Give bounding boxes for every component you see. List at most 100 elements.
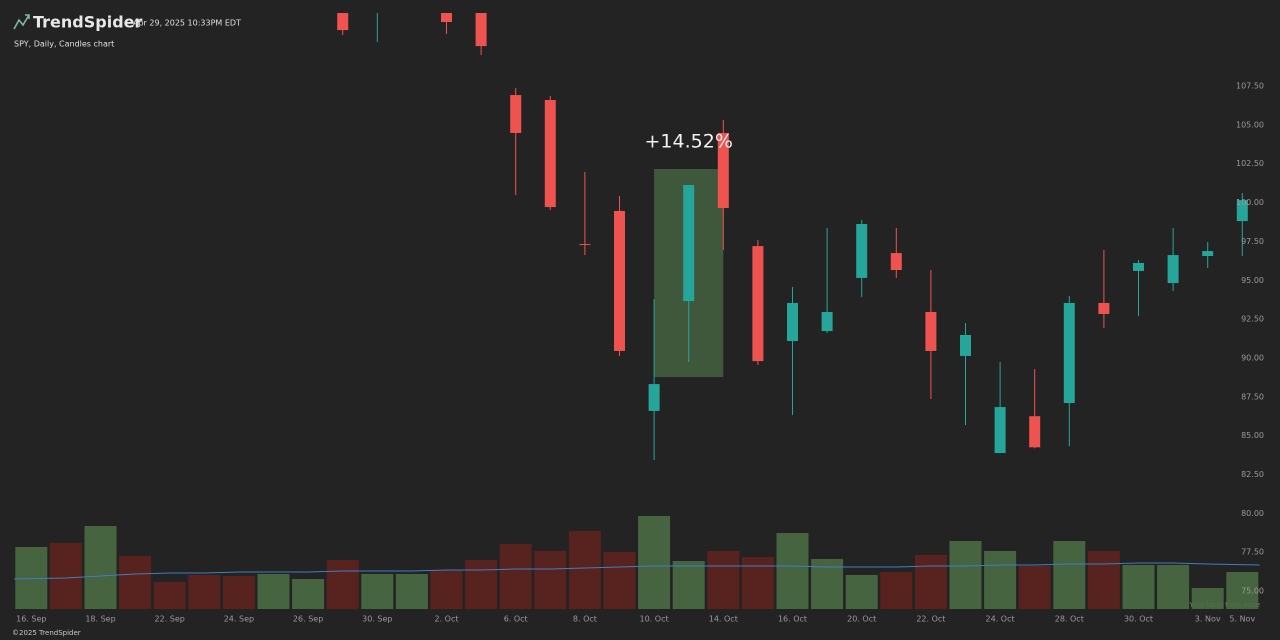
x-tick-label: 2. Oct — [434, 615, 458, 624]
x-tick-label: 3. Nov — [1195, 615, 1221, 624]
x-tick-label: 28. Oct — [1055, 615, 1084, 624]
volume-bar — [1087, 551, 1120, 609]
volume-bar — [395, 574, 428, 609]
y-tick-label: 75.00 — [1241, 587, 1264, 596]
candle-body — [821, 311, 833, 332]
candle-body — [683, 185, 695, 302]
axes: 75.00 77.50 80.00 82.50 85.00 87.50 90.00 92.50… — [16, 82, 1264, 624]
candle-body — [890, 253, 902, 271]
candle-body — [925, 311, 937, 351]
volume-bar — [707, 551, 740, 609]
volume-bar — [292, 579, 325, 609]
y-tick-label: 92.50 — [1241, 315, 1264, 324]
candle-body — [787, 302, 798, 342]
volume-bar — [534, 551, 567, 609]
volume-bar — [119, 556, 152, 609]
candle-body — [1236, 200, 1248, 222]
candle-body — [1167, 255, 1179, 284]
y-tick-label: 105.00 — [1236, 120, 1264, 129]
volume-bar — [1226, 572, 1259, 609]
x-tick-label: 16. Oct — [778, 615, 807, 624]
x-tick-label: 5. Nov — [1229, 615, 1255, 624]
x-tick-label: 10. Oct — [640, 615, 669, 624]
candle-body — [579, 244, 591, 246]
x-tick-label: 30. Oct — [1124, 615, 1153, 624]
y-tick-label: 85.00 — [1241, 431, 1264, 440]
volume-bar — [776, 533, 809, 609]
measure-label: +14.52% — [645, 131, 733, 153]
y-tick-label: 80.00 — [1241, 509, 1264, 518]
candle-body — [1133, 263, 1144, 271]
volume-bar — [1018, 566, 1051, 609]
volume-bar — [741, 557, 774, 609]
volume-bar — [84, 526, 117, 609]
volume-average-line — [13, 562, 1260, 580]
volume-bar — [1191, 588, 1224, 609]
volume-bar — [465, 560, 498, 609]
x-tick-label: 16. Sep — [16, 615, 46, 624]
volume-bar — [49, 543, 82, 609]
candle-body — [1063, 302, 1075, 404]
copyright: ©2025 TrendSpider — [12, 629, 81, 637]
candle-body — [475, 13, 487, 47]
logo-icon — [13, 14, 30, 30]
x-tick-label: 22. Oct — [916, 615, 945, 624]
candle-body — [510, 95, 522, 133]
x-tick-label: 30. Sep — [362, 615, 392, 624]
candle-body — [544, 100, 556, 208]
volume-pane — [13, 516, 1260, 609]
y-tick-label: 77.50 — [1241, 548, 1264, 557]
volume-bar — [880, 572, 913, 609]
candle-body — [648, 384, 660, 411]
timestamp: Apr 29, 2025 10:33PM EDT — [133, 19, 241, 28]
y-tick-label: 102.50 — [1236, 159, 1264, 168]
x-tick-label: 18. Sep — [85, 615, 115, 624]
price-pane — [337, 0, 1248, 461]
volume-bar — [153, 582, 186, 609]
x-tick-label: 8. Oct — [573, 615, 597, 624]
volume-bar — [499, 544, 532, 609]
volume-bar — [430, 570, 463, 609]
x-tick-label: 26. Sep — [293, 615, 323, 624]
y-tick-label: 100.00 — [1236, 198, 1264, 207]
volume-bar — [257, 574, 290, 609]
chart-title: SPY, Daily, Candles chart — [14, 40, 114, 49]
y-tick-label: 97.50 — [1241, 237, 1264, 246]
candle-body — [752, 246, 764, 362]
candle-body — [717, 132, 729, 209]
volume-bar — [1122, 565, 1155, 609]
x-tick-label: 14. Oct — [709, 615, 738, 624]
volume-bar — [845, 575, 878, 609]
volume-bar — [603, 552, 636, 609]
brand: TrendSpider — [33, 13, 143, 32]
volume-bar — [1157, 565, 1190, 609]
y-tick-label: 82.50 — [1241, 470, 1264, 479]
volume-bar — [1053, 541, 1086, 609]
candle-body — [994, 407, 1006, 454]
volume-bar — [188, 575, 221, 609]
x-tick-label: 20. Oct — [847, 615, 876, 624]
x-tick-label: 24. Sep — [224, 615, 254, 624]
x-tick-label: 22. Sep — [155, 615, 185, 624]
volume-bar — [672, 561, 705, 609]
candle-body — [372, 0, 383, 7]
candle-body — [960, 334, 971, 356]
volume-bar — [361, 574, 394, 609]
candle-body — [1202, 251, 1214, 257]
candle-body — [856, 224, 868, 278]
candle-body — [614, 210, 625, 351]
volume-bar — [638, 516, 671, 609]
timezone-note: Your local time zone — [1189, 601, 1260, 609]
candle-body — [1029, 416, 1041, 448]
y-tick-label: 95.00 — [1241, 276, 1264, 285]
volume-bar — [326, 560, 359, 609]
volume-bar — [949, 541, 982, 609]
x-tick-label: 6. Oct — [504, 615, 528, 624]
volume-bar — [984, 551, 1017, 609]
candle-body — [441, 13, 452, 23]
candle-body — [337, 13, 349, 31]
candle-body — [1098, 302, 1110, 314]
y-tick-label: 107.50 — [1236, 82, 1264, 91]
volume-bar — [222, 576, 255, 609]
